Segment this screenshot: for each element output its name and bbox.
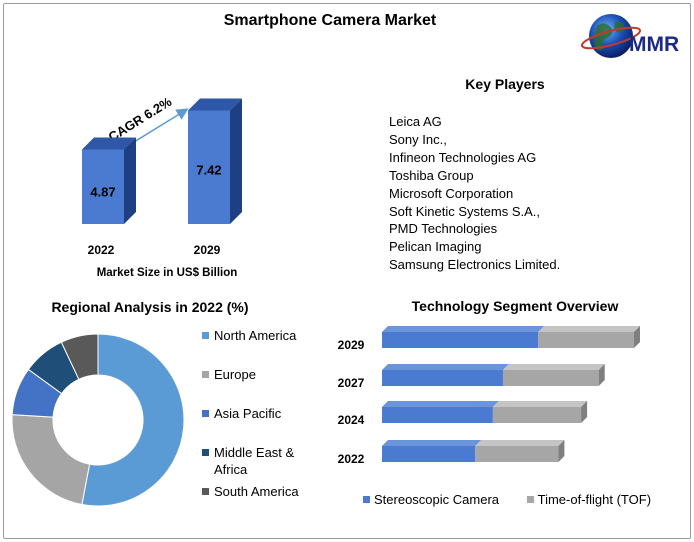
- legend-item-asia-pacific: Asia Pacific: [202, 405, 302, 422]
- bar-category-label: 2029: [194, 243, 221, 257]
- infographic-frame: [3, 3, 691, 539]
- mmr-logo: MMR: [580, 14, 679, 58]
- legend-swatch: [202, 488, 209, 495]
- legend-swatch: [202, 332, 209, 339]
- key-player-item: Infineon Technologies AG: [389, 149, 537, 165]
- legend-label: Europe: [214, 367, 256, 382]
- bar-2022: [82, 149, 124, 224]
- key-player-item: Leica AG: [389, 114, 442, 129]
- legend-label: Time-of-flight (TOF): [537, 492, 652, 507]
- key-player-item: Sony Inc.,: [389, 131, 447, 147]
- legend-item-europe: Europe: [202, 366, 302, 383]
- key-player-item: Pelican Imaging: [389, 239, 482, 255]
- bar-top: [188, 98, 242, 111]
- legend-item-south-america: South America: [202, 483, 302, 500]
- key-player-item: PMD Technologies: [389, 221, 498, 237]
- key-players-title: Key Players: [465, 76, 545, 92]
- legend-swatch: [202, 449, 209, 456]
- key-players-list: Leica AG Sony Inc., Infineon Technologie…: [389, 113, 560, 274]
- legend-label: Asia Pacific: [214, 406, 282, 421]
- legend-label: South America: [214, 484, 299, 499]
- legend-swatch: [363, 496, 370, 503]
- legend-label: North America: [214, 328, 297, 343]
- bar-category-label: 2022: [88, 243, 115, 257]
- legend-item-stereoscopic: Stereoscopic Camera: [363, 492, 499, 507]
- legend-label: Middle East & Africa: [214, 445, 295, 477]
- legend-swatch: [202, 371, 209, 378]
- legend-item-tof: Time-of-flight (TOF): [526, 492, 652, 507]
- technology-segment-title: Technology Segment Overview: [411, 298, 619, 314]
- key-player-item: Samsung Electronics Limited.: [389, 257, 561, 273]
- bar-side: [124, 137, 136, 224]
- bar-value-label: 4.87: [90, 184, 115, 199]
- regional-donut-chart: [11, 333, 185, 507]
- page-title: Smartphone Camera Market: [223, 12, 437, 29]
- regional-legend: North America Europe Asia Pacific Middle…: [202, 327, 302, 522]
- donut-slice-north-america: [81, 333, 185, 507]
- regional-analysis-title: Regional Analysis in 2022 (%): [51, 299, 249, 315]
- bar-2029: [188, 110, 230, 224]
- donut-slice-south-america: [60, 333, 99, 380]
- technology-legend: Stereoscopic Camera Time-of-flight (TOF): [363, 492, 675, 507]
- cagr-label: CAGR 6.2%: [106, 94, 175, 145]
- legend-swatch: [526, 496, 534, 503]
- market-size-chart: CAGR 6.2% 4.87 2022 7.42 2029 Market Size i…: [82, 94, 242, 279]
- legend-label: Stereoscopic Camera: [374, 492, 499, 507]
- legend-item-north-america: North America: [202, 327, 302, 344]
- bar-value-label: 7.42: [196, 162, 221, 177]
- logo-text: MMR: [629, 33, 679, 56]
- bar-side: [230, 98, 242, 224]
- key-player-item: Soft Kinetic Systems S.A.,: [389, 203, 540, 219]
- legend-item-middle-east-africa: Middle East & Africa: [202, 444, 302, 478]
- donut-slice-europe: [11, 414, 91, 506]
- bar-top: [82, 137, 136, 150]
- key-player-item: Toshiba Group: [389, 167, 474, 183]
- market-xlabel: Market Size in US$ Billion: [97, 267, 238, 279]
- legend-swatch: [202, 410, 209, 417]
- globe-icon: [580, 14, 642, 58]
- key-player-item: Microsoft Corporation: [389, 185, 514, 201]
